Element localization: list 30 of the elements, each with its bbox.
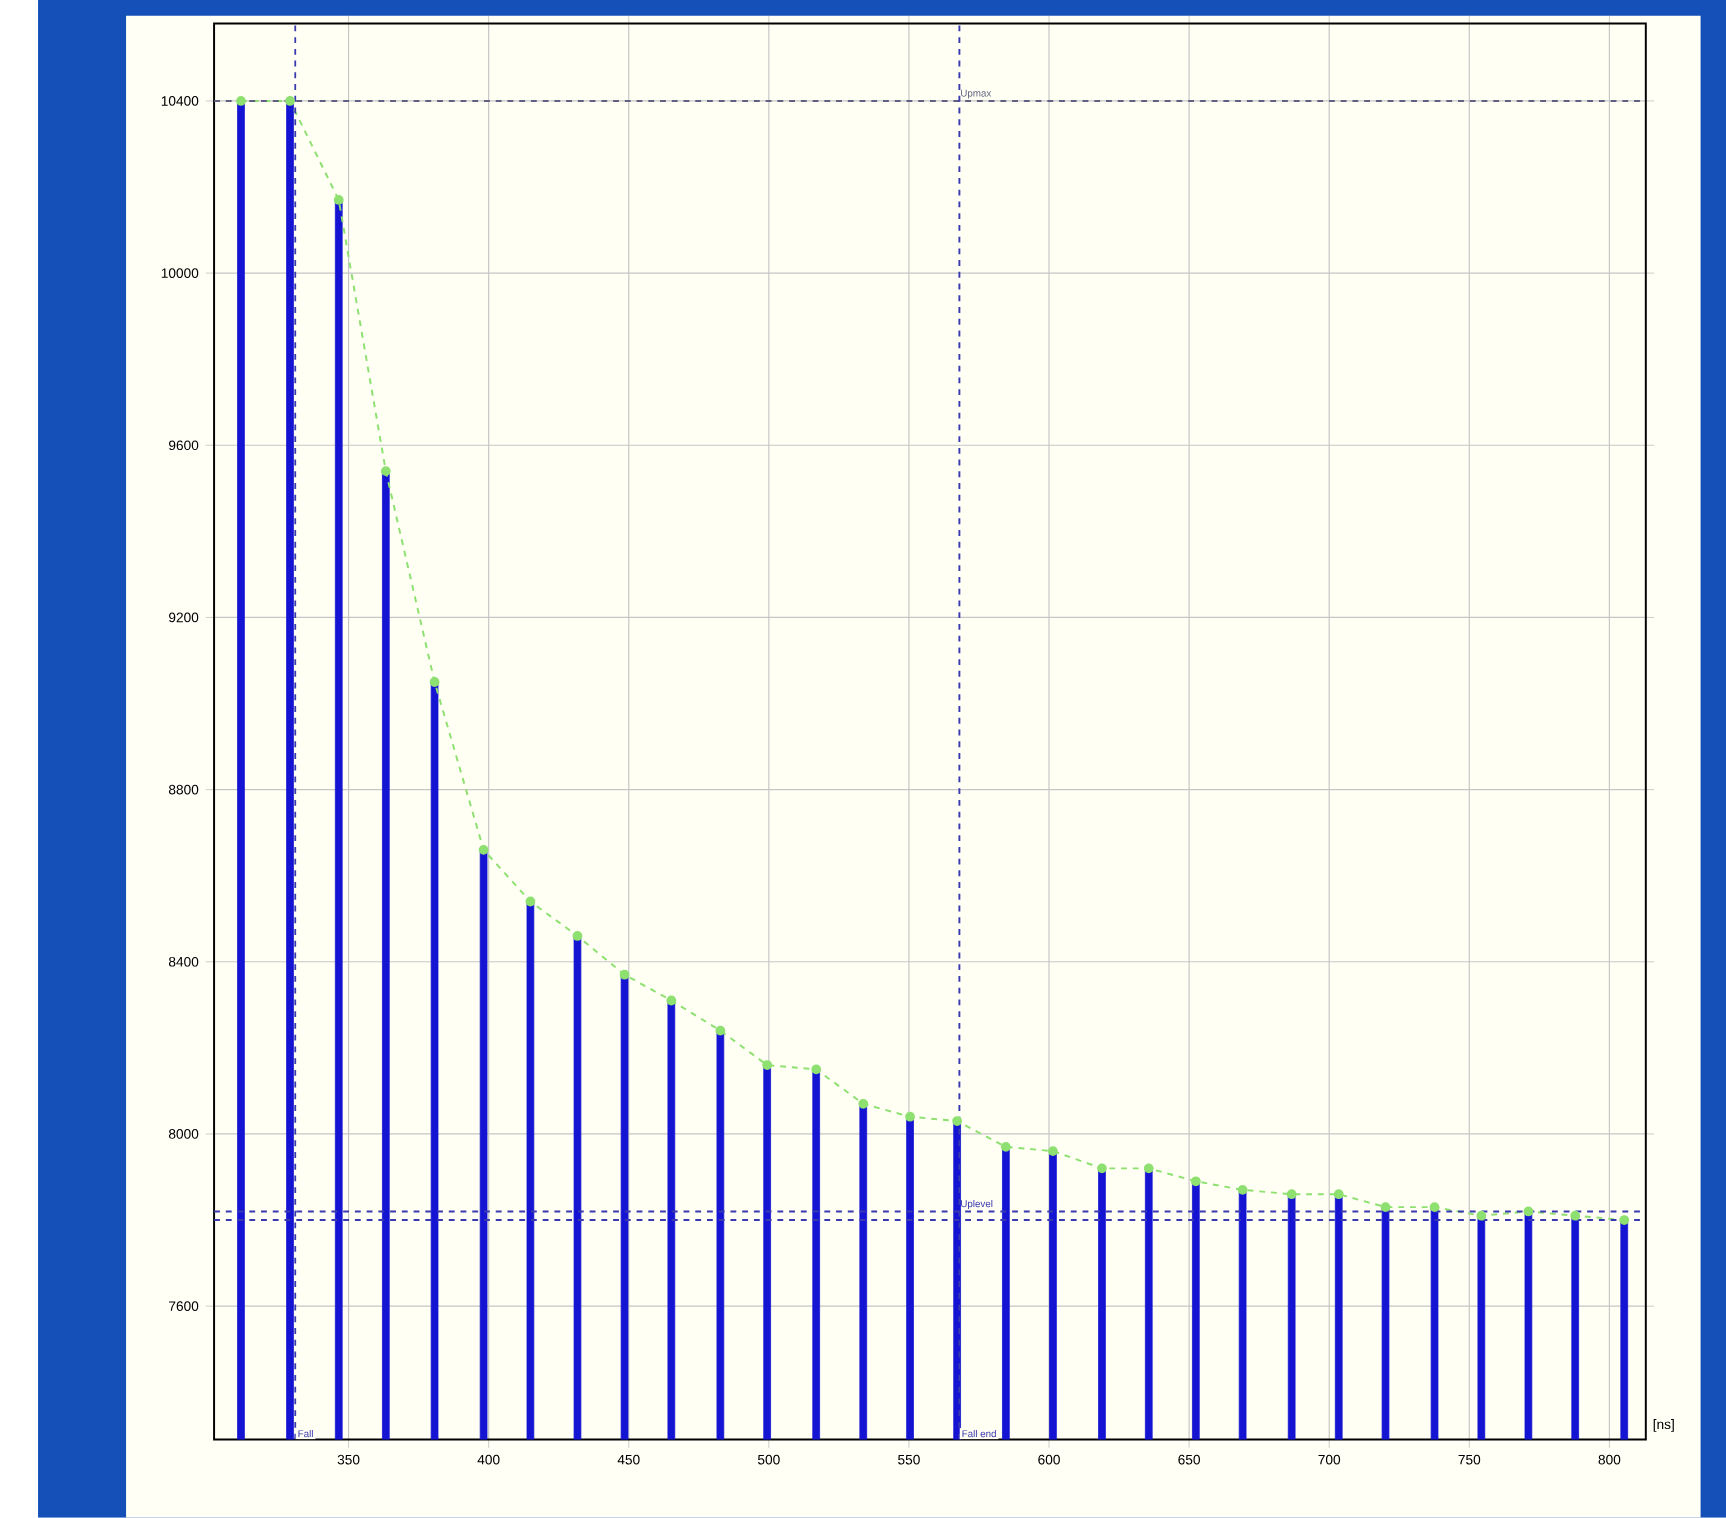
point [1523, 1206, 1534, 1217]
point [762, 1060, 773, 1071]
point [1048, 1146, 1058, 1157]
point [666, 995, 677, 1006]
point [285, 96, 295, 106]
point [905, 1111, 915, 1122]
point [1380, 1202, 1391, 1213]
point [1619, 1215, 1630, 1226]
point [429, 677, 440, 687]
point [1143, 1163, 1154, 1174]
point [715, 1025, 726, 1036]
point [1333, 1189, 1344, 1200]
point [236, 96, 246, 106]
point [478, 845, 489, 855]
point [525, 896, 536, 907]
point [1237, 1185, 1248, 1195]
point [1000, 1142, 1011, 1152]
point [811, 1064, 822, 1075]
point [380, 466, 391, 477]
point [858, 1099, 869, 1109]
point [572, 931, 583, 941]
point [1429, 1202, 1440, 1213]
point [1570, 1210, 1581, 1221]
point [1097, 1163, 1107, 1174]
point [333, 195, 344, 205]
point [952, 1116, 963, 1127]
point [1476, 1210, 1487, 1221]
point [619, 969, 630, 980]
point [1190, 1176, 1201, 1187]
point [1286, 1189, 1297, 1200]
